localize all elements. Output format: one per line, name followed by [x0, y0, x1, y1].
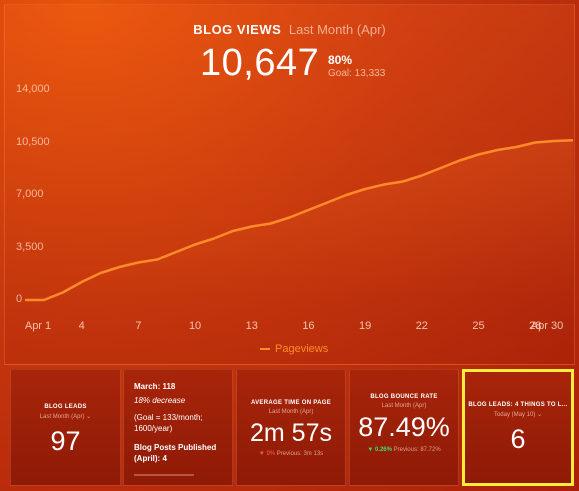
data-point[interactable] — [211, 236, 217, 242]
data-point[interactable] — [22, 297, 28, 303]
data-point[interactable] — [362, 186, 368, 192]
data-point[interactable] — [551, 138, 557, 144]
x-tick-label: 7 — [135, 320, 142, 332]
series-line-pageviews[interactable] — [25, 139, 574, 302]
data-point[interactable] — [419, 173, 425, 179]
note-march: March: 118 — [134, 382, 176, 391]
data-point[interactable] — [324, 200, 330, 206]
card-value: 87.49% — [358, 412, 450, 442]
blog-leads-4-things-card[interactable]: BLOG LEADS: 4 THINGS TO L... Today (May … — [462, 369, 574, 486]
x-tick-label: Apr 1 — [24, 320, 52, 332]
avg-time-card[interactable]: AVERAGE TIME ON PAGE Last Month (Apr) 2m… — [236, 369, 346, 486]
data-point[interactable] — [381, 182, 387, 188]
y-tick-label: 0 — [16, 293, 23, 305]
data-point[interactable] — [343, 192, 349, 198]
card-title: AVERAGE TIME ON PAGE — [250, 400, 332, 406]
pageviews-chart — [22, 137, 576, 303]
data-point[interactable] — [513, 144, 519, 150]
data-point[interactable] — [98, 270, 104, 276]
card-value: 97 — [50, 426, 81, 456]
data-point[interactable] — [457, 158, 463, 164]
note-footer-line — [134, 474, 194, 476]
blog-views-value: 10,647 — [200, 42, 320, 84]
data-point[interactable] — [116, 264, 122, 270]
note-decrease: 18% decrease — [134, 396, 186, 405]
card-value: 2m 57s — [250, 419, 332, 447]
previous-value: Previous: 87.72% — [393, 447, 441, 453]
chevron-down-icon[interactable]: ⌄ — [537, 412, 543, 418]
data-point[interactable] — [135, 260, 141, 266]
data-point[interactable] — [400, 179, 406, 185]
x-tick-label: 4 — [78, 320, 85, 332]
chevron-down-icon[interactable]: ⌄ — [86, 414, 92, 420]
data-point[interactable] — [476, 152, 482, 158]
legend-swatch — [260, 348, 270, 351]
data-point[interactable] — [268, 221, 274, 227]
x-tick-label: 13 — [245, 320, 258, 332]
data-point[interactable] — [192, 242, 198, 248]
data-point[interactable] — [249, 224, 255, 230]
notes-card: March: 118 18% decrease (Goal = 133/mont… — [123, 369, 233, 486]
data-point[interactable] — [438, 165, 444, 171]
card-period[interactable]: Today (May 10) ⌄ — [465, 411, 571, 418]
card-value: 6 — [510, 424, 526, 454]
data-point[interactable] — [287, 215, 293, 221]
delta-value: 9% — [266, 451, 276, 457]
period-label: Last Month (Apr) — [39, 414, 85, 420]
data-point[interactable] — [305, 207, 311, 213]
legend-label: Pageviews — [275, 343, 329, 355]
delta-value: 0.26% — [374, 447, 392, 453]
delta-row: ▼ 0.26% Previous: 87.72% — [350, 446, 458, 455]
card-period: Last Month (Apr) — [268, 409, 314, 415]
x-tick-label: Apr 30 — [530, 320, 564, 332]
data-point[interactable] — [494, 147, 500, 153]
card-period[interactable]: Last Month (Apr) ⌄ — [11, 413, 120, 420]
delta-row: ▼ 9% Previous: 3m 13s — [237, 451, 345, 457]
data-point[interactable] — [532, 140, 538, 146]
arrow-down-icon: ▼ — [258, 451, 265, 457]
x-tick-label: 25 — [472, 320, 485, 332]
y-tick-label: 3,500 — [16, 240, 44, 253]
x-tick-label: 10 — [188, 320, 202, 332]
y-tick-label: 10,500 — [16, 135, 50, 148]
x-tick-label: 22 — [415, 320, 428, 332]
note-posts: Blog Posts Published (April): 4 — [134, 443, 217, 463]
x-tick-label: 19 — [359, 320, 372, 332]
x-tick-label: 16 — [302, 320, 315, 332]
data-point[interactable] — [60, 290, 66, 296]
data-point[interactable] — [570, 137, 576, 143]
card-period: Last Month (Apr) — [381, 403, 427, 409]
bounce-rate-card[interactable]: BLOG BOUNCE RATE Last Month (Apr) 87.49%… — [349, 369, 459, 486]
period-label: Today (May 10) — [493, 412, 536, 418]
series-area-pageviews — [25, 140, 573, 300]
goal-percent: 80% — [328, 53, 353, 67]
arrow-down-icon: ▼ — [367, 447, 374, 453]
data-point[interactable] — [230, 228, 236, 234]
note-goal: (Goal = 133/month; 1600/year) — [134, 413, 203, 433]
y-tick-label: 7,000 — [16, 188, 44, 200]
data-point[interactable] — [41, 297, 47, 303]
x-tick-label: 28 — [529, 320, 542, 332]
data-point[interactable] — [173, 249, 179, 255]
card-title: BLOG LEADS — [44, 404, 87, 410]
panel-title: BLOG VIEWS — [193, 22, 282, 37]
y-tick-label: 14,000 — [16, 83, 50, 95]
blog-views-header: BLOG VIEWS Last Month (Apr) — [0, 22, 579, 37]
card-title: BLOG BOUNCE RATE — [370, 394, 438, 400]
previous-value: Previous: 3m 13s — [276, 451, 324, 457]
panel-period: Last Month (Apr) — [288, 22, 386, 37]
chart-legend[interactable]: Pageviews — [260, 343, 328, 355]
goal-label: Goal: 13,333 — [328, 68, 386, 79]
data-point[interactable] — [154, 257, 160, 263]
card-title: BLOG LEADS: 4 THINGS TO L... — [468, 402, 568, 408]
blog-leads-card[interactable]: BLOG LEADS Last Month (Apr) ⌄ 97 — [10, 369, 121, 486]
data-point[interactable] — [79, 279, 85, 285]
